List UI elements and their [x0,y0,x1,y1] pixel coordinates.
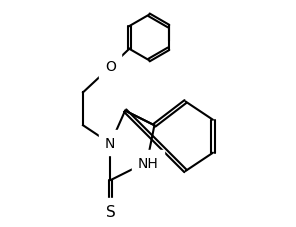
Text: NH: NH [138,156,158,170]
Text: S: S [106,204,115,219]
Text: N: N [104,136,115,150]
Text: O: O [105,59,116,73]
